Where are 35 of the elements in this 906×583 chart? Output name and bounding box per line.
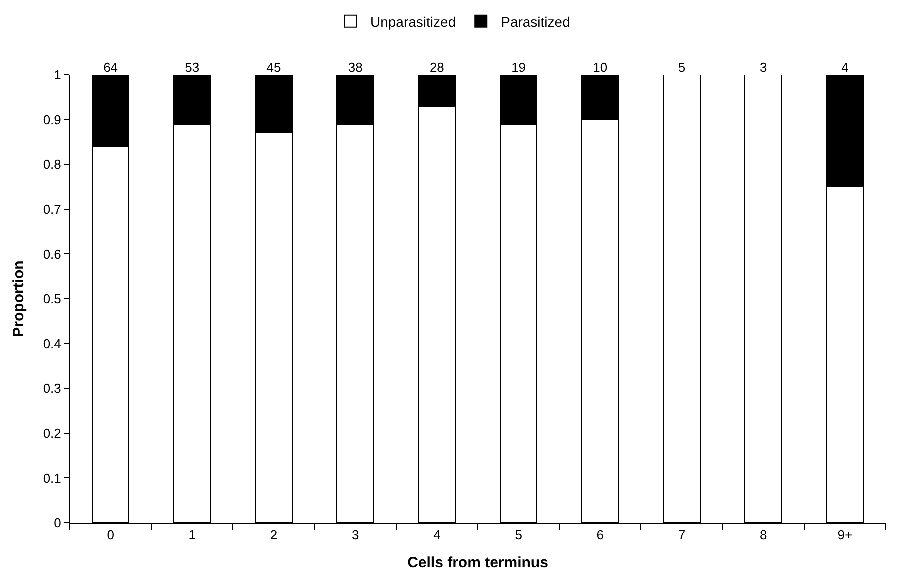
x-tick-label: 0 <box>107 528 114 543</box>
x-tick-label: 6 <box>596 528 604 543</box>
x-tick-label: 4 <box>434 528 441 543</box>
y-tick-label: 0 <box>54 516 62 531</box>
y-tick-label: 1 <box>54 68 62 83</box>
annotation: 5 <box>678 60 686 75</box>
y-tick-label: 0.7 <box>43 202 62 217</box>
x-tick-label: 8 <box>760 528 768 543</box>
annotation: 10 <box>593 60 608 75</box>
y-tick-label: 0.1 <box>43 470 62 486</box>
annotation: 19 <box>512 60 526 75</box>
annotation: 28 <box>430 60 444 75</box>
y-tick-label: 0.6 <box>43 246 62 262</box>
x-tick-label: 3 <box>352 528 360 543</box>
x-tick-label: 2 <box>270 528 278 543</box>
y-tick-label: 0.4 <box>43 336 62 352</box>
x-tick-label: 5 <box>515 528 522 543</box>
annotation: 45 <box>266 60 282 75</box>
y-tick-label: 0.9 <box>43 112 62 128</box>
y-tick-label: 0.2 <box>43 426 62 441</box>
annotation: 4 <box>842 60 849 75</box>
x-axis-title: Cells from terminus <box>408 554 548 572</box>
legend-label: Parasitized <box>501 14 570 30</box>
x-tick-label: 9+ <box>838 528 853 543</box>
y-axis-title: Proportion <box>10 260 28 338</box>
annotation: 64 <box>104 60 118 75</box>
annotation: 53 <box>185 60 200 75</box>
x-tick-label: 1 <box>188 528 196 543</box>
y-tick-label: 0.3 <box>43 381 62 396</box>
legend-label: Unparasitized <box>370 14 456 30</box>
annotation: 38 <box>348 60 363 75</box>
x-tick-label: 7 <box>678 528 686 543</box>
y-tick-label: 0.5 <box>43 292 62 307</box>
annotation: 3 <box>760 60 768 75</box>
y-tick-label: 0.8 <box>43 157 62 172</box>
